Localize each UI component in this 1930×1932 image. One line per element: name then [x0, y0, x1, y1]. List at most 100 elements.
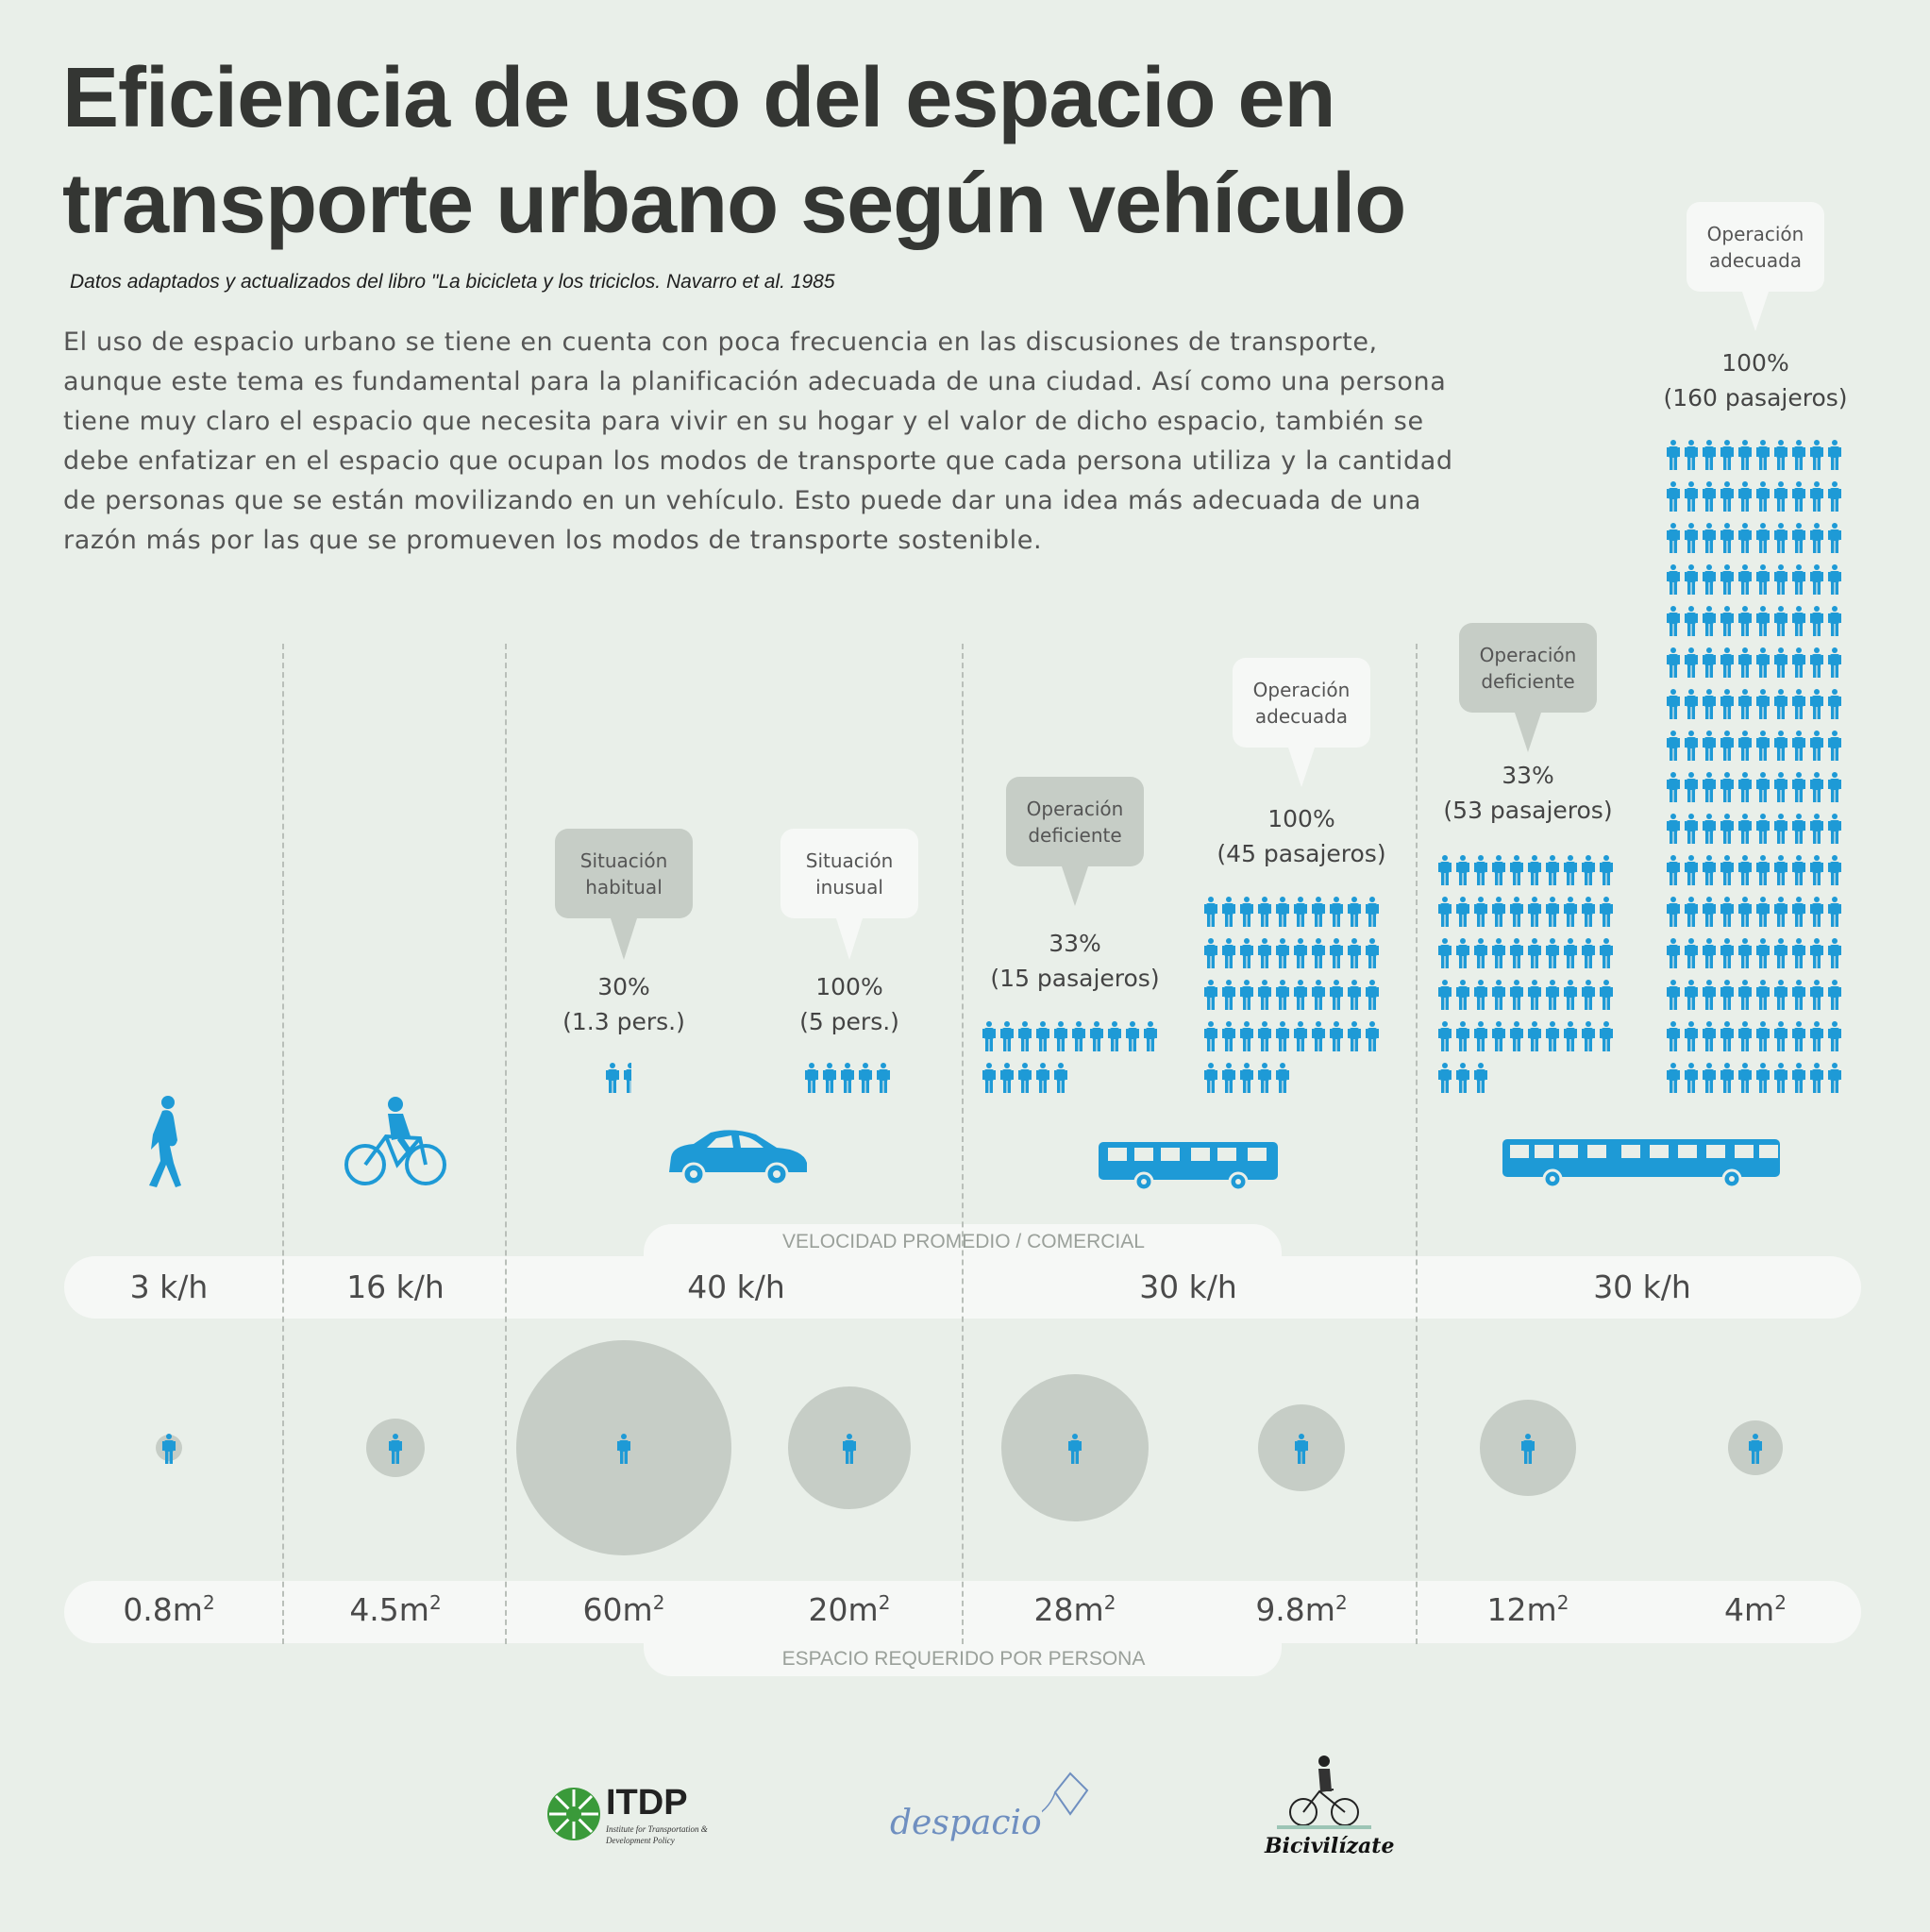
passenger-icon — [1792, 687, 1805, 721]
status-bubble: Operación adecuada — [1233, 658, 1370, 748]
passenger-icon — [1810, 936, 1823, 970]
passenger-icon — [1810, 479, 1823, 513]
passenger-icon — [1492, 895, 1505, 929]
status-bubble-text: Operación deficiente — [1479, 643, 1577, 693]
bicivilizate-name: Bicivilízate — [1265, 1834, 1395, 1858]
passenger-icon — [1312, 895, 1325, 929]
space-unit: m — [848, 1591, 879, 1628]
passenger-icon — [1667, 646, 1680, 680]
passenger-icon — [1667, 479, 1680, 513]
space-value: 9.8m2 — [1188, 1591, 1415, 1629]
passenger-icon — [1685, 853, 1698, 887]
passenger-icon — [1703, 604, 1716, 638]
person-icon — [1295, 1432, 1308, 1470]
passenger-icon — [1564, 895, 1577, 929]
passenger-icon — [1792, 978, 1805, 1012]
passenger-icon — [1703, 936, 1716, 970]
passenger-icon — [1294, 936, 1307, 970]
passenger-icon — [1756, 687, 1770, 721]
despacio-logo: despacio — [890, 1765, 1089, 1844]
passenger-icon — [1828, 646, 1841, 680]
passenger-icon — [1810, 1019, 1823, 1053]
passenger-icon — [1312, 936, 1325, 970]
passenger-icon — [1276, 895, 1289, 929]
passenger-icon — [1667, 1019, 1680, 1053]
passenger-icon — [1720, 604, 1734, 638]
title-line-2: transporte urbano según vehículo — [62, 157, 1406, 251]
passenger-icon — [1703, 479, 1716, 513]
passenger-icon — [1756, 1061, 1770, 1095]
passenger-icon — [1774, 729, 1787, 763]
passenger-icon — [1667, 936, 1680, 970]
passenger-icon — [1685, 687, 1698, 721]
passenger-icon — [1685, 563, 1698, 596]
passenger-icon — [1330, 1019, 1343, 1053]
passenger-icon — [1240, 1019, 1253, 1053]
passenger-icon — [1474, 1061, 1487, 1095]
space-value: 20m2 — [736, 1591, 963, 1629]
passenger-icon — [1792, 1061, 1805, 1095]
passenger-icon — [1222, 895, 1235, 929]
passenger-icon — [1204, 1019, 1217, 1053]
passenger-icon — [1738, 521, 1752, 555]
passenger-icon — [1703, 1061, 1716, 1095]
itdp-star-icon — [547, 1788, 600, 1840]
passenger-icon — [1720, 521, 1734, 555]
passenger-icon — [1492, 978, 1505, 1012]
passenger-icon — [1774, 978, 1787, 1012]
passenger-icon — [1774, 812, 1787, 846]
column-divider — [1416, 644, 1418, 1644]
passenger-icon — [1756, 853, 1770, 887]
speed-value: 16 k/h — [346, 1268, 445, 1305]
passenger-icon — [1685, 895, 1698, 929]
passenger-icon — [1685, 646, 1698, 680]
passenger-icon — [1738, 438, 1752, 472]
passenger-icon — [1564, 853, 1577, 887]
passenger-icon — [1222, 978, 1235, 1012]
passenger-icon — [1738, 1019, 1752, 1053]
passenger-icon — [822, 1061, 836, 1095]
passenger-icon — [1685, 936, 1698, 970]
speed-value: 40 k/h — [687, 1268, 785, 1305]
passenger-icon — [1000, 1061, 1014, 1095]
passenger-icon — [1828, 770, 1841, 804]
passenger-icon — [1774, 563, 1787, 596]
passenger-icon — [1685, 978, 1698, 1012]
space-number: 60 — [582, 1591, 623, 1628]
passenger-icon — [1600, 1019, 1613, 1053]
passenger-icon — [1703, 895, 1716, 929]
passenger-icon — [1126, 1019, 1139, 1053]
passenger-icon — [1456, 978, 1469, 1012]
space-value: 0.8m2 — [56, 1591, 282, 1629]
space-unit-exp: 2 — [878, 1591, 891, 1614]
passenger-icon — [1546, 936, 1559, 970]
occupancy-label: 100% (5 pers.) — [727, 969, 972, 1039]
space-unit: m — [1304, 1591, 1335, 1628]
passenger-icon — [1828, 687, 1841, 721]
passenger-icon — [1685, 521, 1698, 555]
passenger-icon — [1546, 1019, 1559, 1053]
person-icon — [1521, 1432, 1535, 1470]
passenger-icon — [1810, 978, 1823, 1012]
passenger-icon — [1492, 936, 1505, 970]
passenger-icon — [1828, 563, 1841, 596]
page-title: Eficiencia de uso del espacio en transpor… — [62, 45, 1406, 257]
passenger-icon — [1703, 438, 1716, 472]
passenger-icon — [1366, 895, 1379, 929]
passenger-icon — [1703, 521, 1716, 555]
passenger-icon — [1258, 1061, 1271, 1095]
passenger-icon — [1474, 936, 1487, 970]
occupancy-label: 100% (160 pasajeros) — [1633, 345, 1878, 415]
passenger-icon — [1738, 604, 1752, 638]
passenger-icon — [1720, 770, 1734, 804]
passenger-icon — [1685, 770, 1698, 804]
passenger-icon — [1774, 646, 1787, 680]
passenger-icon — [1366, 1019, 1379, 1053]
passenger-icon — [1240, 978, 1253, 1012]
space-number: 0.8 — [123, 1591, 173, 1628]
passenger-icon — [1456, 853, 1469, 887]
passenger-icon — [1240, 895, 1253, 929]
occupancy-percent: 30% — [597, 973, 650, 1000]
passenger-icon — [1528, 978, 1541, 1012]
space-value: 28m2 — [962, 1591, 1188, 1629]
